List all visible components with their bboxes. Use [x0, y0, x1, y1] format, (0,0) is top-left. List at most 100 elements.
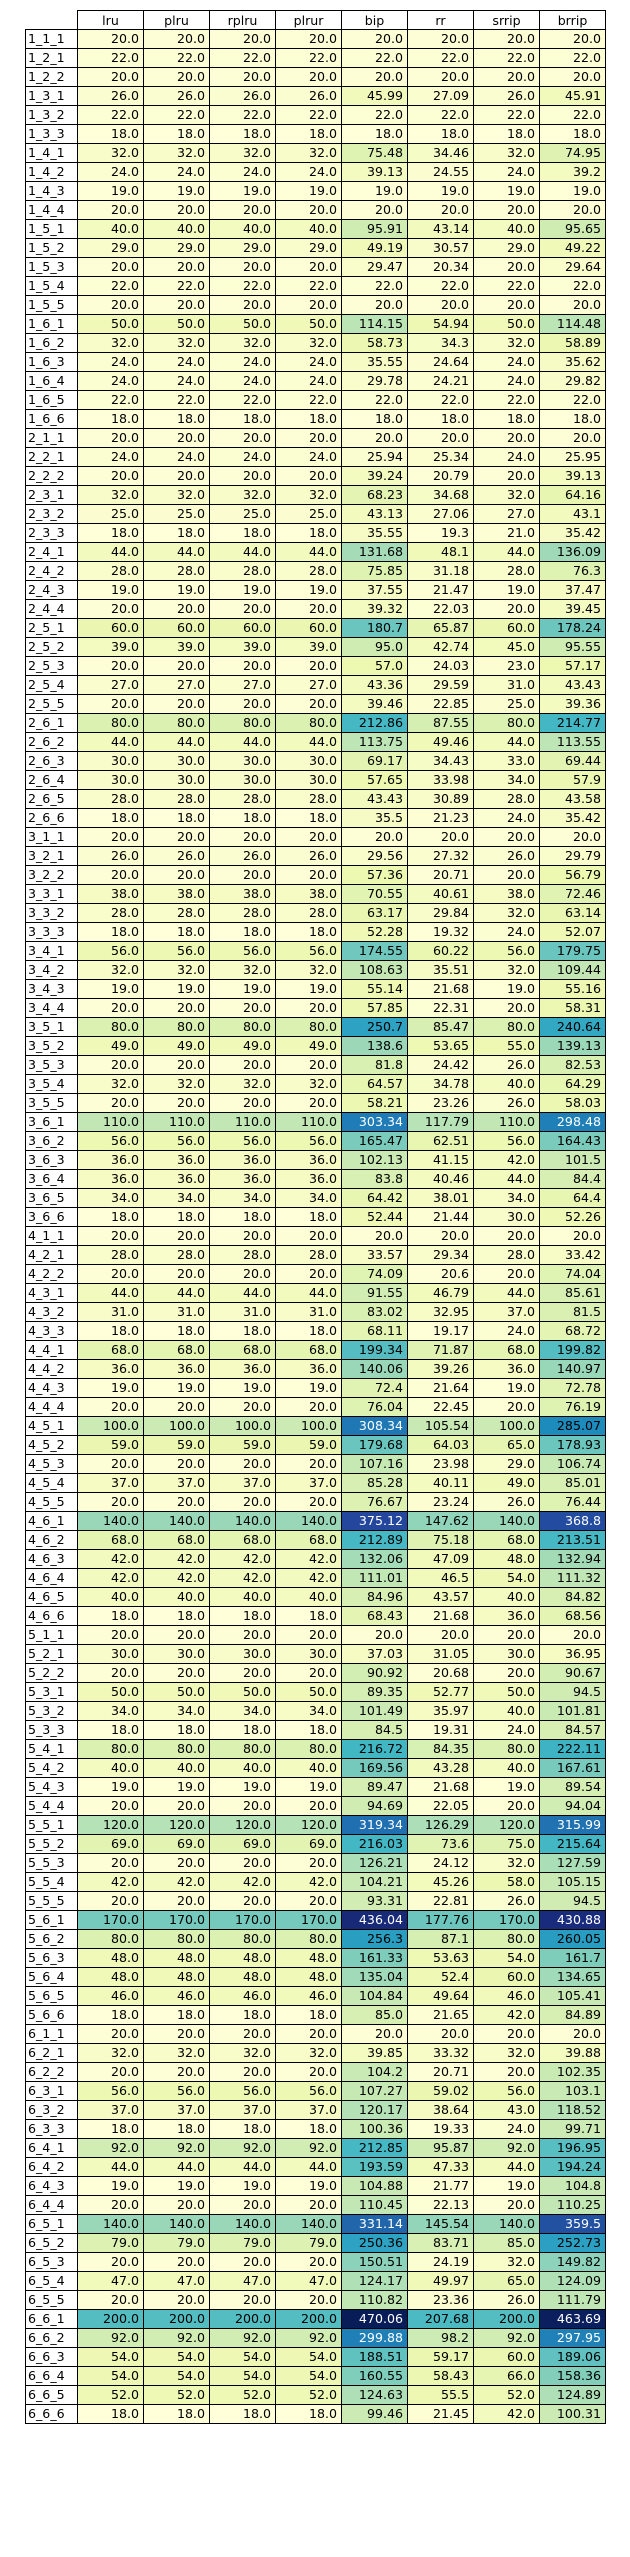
table-row: 3_6_5 34.0 34.0 34.0 34.0 64.42 38.01 34.0 64.4	[25, 1188, 606, 1208]
heatmap-cell: 19.17	[407, 1321, 474, 1341]
heatmap-cell: 39.88	[539, 2043, 606, 2063]
row-label: 1_6_6	[25, 409, 78, 429]
heatmap-cell: 18.0	[275, 2005, 342, 2025]
row-label: 1_5_2	[25, 238, 78, 258]
heatmap-cell: 32.0	[473, 903, 540, 923]
heatmap-cell: 22.0	[275, 390, 342, 410]
heatmap-cell: 178.93	[539, 1435, 606, 1455]
heatmap-cell: 58.0	[473, 1872, 540, 1892]
heatmap-cell: 44.0	[473, 1169, 540, 1189]
heatmap-cell: 26.0	[473, 1055, 540, 1075]
heatmap-cell: 18.0	[275, 808, 342, 828]
heatmap-cell: 70.55	[341, 884, 408, 904]
heatmap-cell: 20.0	[209, 2024, 276, 2044]
heatmap-cell: 47.0	[275, 2271, 342, 2291]
heatmap-cell: 44.0	[143, 542, 210, 562]
heatmap-cell: 32.0	[143, 333, 210, 353]
heatmap-cell: 20.0	[275, 1226, 342, 1246]
heatmap-cell: 44.0	[143, 1283, 210, 1303]
heatmap-cell: 69.0	[209, 1834, 276, 1854]
heatmap-cell: 212.85	[341, 2138, 408, 2158]
row-label: 6_6_6	[25, 2404, 78, 2424]
heatmap-cell: 20.0	[473, 1264, 540, 1284]
row-label: 3_6_3	[25, 1150, 78, 1170]
heatmap-cell: 50.0	[473, 1682, 540, 1702]
heatmap-cell: 23.26	[407, 1093, 474, 1113]
header-corner	[26, 11, 78, 30]
heatmap-cell: 42.0	[77, 1568, 144, 1588]
heatmap-cell: 80.0	[77, 1017, 144, 1037]
heatmap-cell: 74.95	[539, 143, 606, 163]
heatmap-cell: 20.0	[77, 1093, 144, 1113]
table-row: 5_6_6 18.0 18.0 18.0 18.0 85.0 21.65 42.0 84.89	[25, 2005, 606, 2025]
heatmap-cell: 20.0	[539, 200, 606, 220]
heatmap-cell: 20.0	[539, 428, 606, 448]
heatmap-cell: 56.0	[275, 2081, 342, 2101]
heatmap-cell: 22.0	[473, 48, 540, 68]
row-label: 5_2_1	[25, 1644, 78, 1664]
heatmap-cell: 100.0	[143, 1416, 210, 1436]
heatmap-cell: 20.0	[77, 2195, 144, 2215]
heatmap-cell: 43.14	[407, 219, 474, 239]
row-label: 1_1_1	[25, 29, 78, 49]
row-label: 4_6_1	[25, 1511, 78, 1531]
row-label: 2_5_5	[25, 694, 78, 714]
heatmap-cell: 74.04	[539, 1264, 606, 1284]
heatmap-cell: 22.0	[77, 105, 144, 125]
heatmap-cell: 45.26	[407, 1872, 474, 1892]
heatmap-cell: 46.79	[407, 1283, 474, 1303]
heatmap-cell: 45.91	[539, 86, 606, 106]
heatmap-cell: 44.0	[77, 542, 144, 562]
heatmap-cell: 20.0	[77, 827, 144, 847]
table-row: 3_3_2 28.0 28.0 28.0 28.0 63.17 29.84 32.0 63.14	[25, 903, 606, 923]
heatmap-cell: 49.22	[539, 238, 606, 258]
heatmap-cell: 37.0	[275, 1473, 342, 1493]
heatmap-cell: 20.0	[341, 428, 408, 448]
heatmap-cell: 49.0	[473, 1473, 540, 1493]
heatmap-cell: 147.62	[407, 1511, 474, 1531]
heatmap-cell: 84.89	[539, 2005, 606, 2025]
heatmap-cell: 41.15	[407, 1150, 474, 1170]
heatmap-cell: 94.5	[539, 1682, 606, 1702]
heatmap-cell: 20.71	[407, 2062, 474, 2082]
heatmap-cell: 60.22	[407, 941, 474, 961]
heatmap-cell: 52.0	[77, 2385, 144, 2405]
heatmap-cell: 24.0	[473, 1720, 540, 1740]
heatmap-cell: 80.0	[473, 1017, 540, 1037]
table-row: 2_2_1 24.0 24.0 24.0 24.0 25.94 25.34 24.0 25.95	[25, 447, 606, 467]
row-label: 4_6_6	[25, 1606, 78, 1626]
heatmap-cell: 110.82	[341, 2290, 408, 2310]
heatmap-cell: 54.0	[209, 2347, 276, 2367]
table-row: 4_6_2 68.0 68.0 68.0 68.0 212.89 75.18 68.0 213.…	[25, 1530, 606, 1550]
heatmap-cell: 31.0	[209, 1302, 276, 1322]
heatmap-cell: 68.0	[209, 1340, 276, 1360]
heatmap-cell: 319.34	[341, 1815, 408, 1835]
heatmap-cell: 28.0	[209, 903, 276, 923]
heatmap-cell: 18.0	[341, 124, 408, 144]
heatmap-cell: 18.0	[539, 124, 606, 144]
heatmap-cell: 26.0	[143, 846, 210, 866]
heatmap-cell: 40.0	[275, 1758, 342, 1778]
heatmap-cell: 20.0	[473, 428, 540, 448]
heatmap-cell: 161.7	[539, 1948, 606, 1968]
heatmap-cell: 20.0	[341, 1226, 408, 1246]
heatmap-cell: 19.31	[407, 1720, 474, 1740]
heatmap-cell: 28.0	[77, 561, 144, 581]
heatmap-cell: 165.47	[341, 1131, 408, 1151]
heatmap-cell: 18.0	[77, 523, 144, 543]
heatmap-cell: 18.0	[275, 124, 342, 144]
heatmap-cell: 45.0	[473, 637, 540, 657]
heatmap-cell: 18.0	[143, 2005, 210, 2025]
table-row: 6_4_2 44.0 44.0 44.0 44.0 193.59 47.33 44.0 194.…	[25, 2157, 606, 2177]
heatmap-cell: 32.0	[473, 1853, 540, 1873]
heatmap-cell: 56.0	[473, 1131, 540, 1151]
heatmap-cell: 24.0	[209, 352, 276, 372]
heatmap-cell: 25.34	[407, 447, 474, 467]
heatmap-cell: 48.0	[209, 1967, 276, 1987]
heatmap-cell: 80.0	[209, 1929, 276, 1949]
heatmap-cell: 110.0	[143, 1112, 210, 1132]
heatmap-cell: 101.81	[539, 1701, 606, 1721]
heatmap-cell: 20.0	[143, 1226, 210, 1246]
heatmap-cell: 20.0	[473, 67, 540, 87]
heatmap-cell: 20.0	[275, 257, 342, 277]
